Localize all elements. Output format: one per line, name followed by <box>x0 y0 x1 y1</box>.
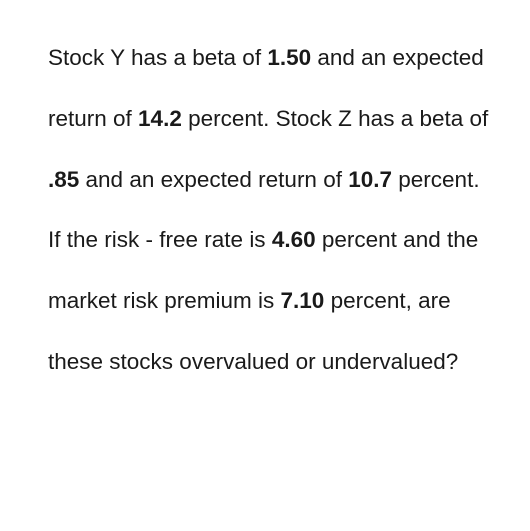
value-premium: 7.10 <box>281 288 325 313</box>
text-segment: percent. Stock Z has a beta of <box>182 106 488 131</box>
text-segment: Stock Y has a beta of <box>48 45 267 70</box>
value-return-y: 14.2 <box>138 106 182 131</box>
value-riskfree: 4.60 <box>272 227 316 252</box>
value-return-z: 10.7 <box>348 167 392 192</box>
value-beta-z: .85 <box>48 167 79 192</box>
text-segment: and an expected return of <box>79 167 348 192</box>
value-beta-y: 1.50 <box>267 45 311 70</box>
question-paragraph: Stock Y has a beta of 1.50 and an expect… <box>48 28 498 393</box>
